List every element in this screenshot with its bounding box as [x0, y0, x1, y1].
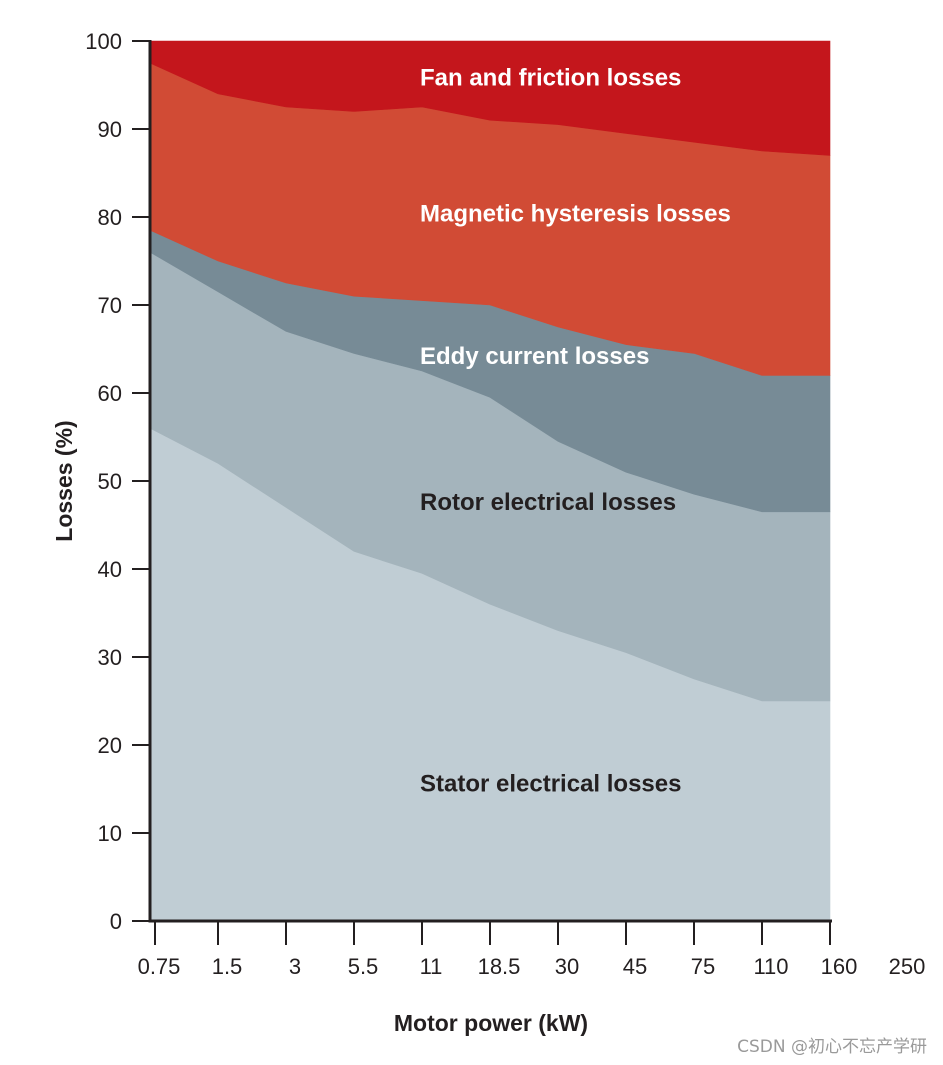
x-tick-label: 3	[289, 954, 301, 979]
x-axis-title: Motor power (kW)	[394, 1010, 588, 1036]
x-tick-label: 1.5	[212, 954, 243, 979]
band-label: Magnetic hysteresis losses	[420, 201, 731, 228]
x-tick-label: 160	[821, 954, 858, 979]
x-tick-group: 0.75 1.5 3 5.5 11 18.5 30 45 75 110 160 250	[138, 921, 926, 979]
x-tick-label: 45	[623, 954, 647, 979]
x-tick-label: 250	[889, 954, 926, 979]
y-tick-label: 80	[98, 205, 122, 230]
y-axis-title: Losses (%)	[51, 420, 77, 541]
y-tick-label: 70	[98, 293, 122, 318]
watermark: CSDN @初心不忘产学研	[737, 1037, 927, 1057]
y-tick-label: 90	[98, 117, 122, 142]
x-tick-label: 18.5	[478, 954, 521, 979]
band-label: Eddy current losses	[420, 343, 649, 370]
band-label: Stator electrical losses	[420, 771, 681, 798]
y-tick-label: 50	[98, 469, 122, 494]
y-tick-label: 60	[98, 381, 122, 406]
x-tick-label: 0.75	[138, 954, 181, 979]
y-tick-label: 100	[85, 29, 122, 54]
x-tick-label: 11	[420, 954, 443, 979]
x-tick-label: 5.5	[348, 954, 379, 979]
y-tick-label: 40	[98, 557, 122, 582]
area-series-group	[149, 40, 831, 922]
x-tick-label: 110	[753, 954, 788, 979]
y-tick-label: 10	[98, 821, 122, 846]
band-label-group: Fan and friction losses Magnetic hysteres…	[420, 65, 731, 798]
x-tick-label: 75	[691, 954, 715, 979]
band-label: Rotor electrical losses	[420, 489, 676, 516]
y-tick-label: 20	[98, 733, 122, 758]
area-fan-and-friction-losses	[149, 40, 831, 156]
y-tick-group: 0 10 20 30 40 50 60 70 80 90 100	[85, 29, 150, 934]
y-tick-label: 0	[110, 909, 122, 934]
y-tick-label: 30	[98, 645, 122, 670]
x-tick-label: 30	[555, 954, 579, 979]
band-label: Fan and friction losses	[420, 65, 681, 92]
